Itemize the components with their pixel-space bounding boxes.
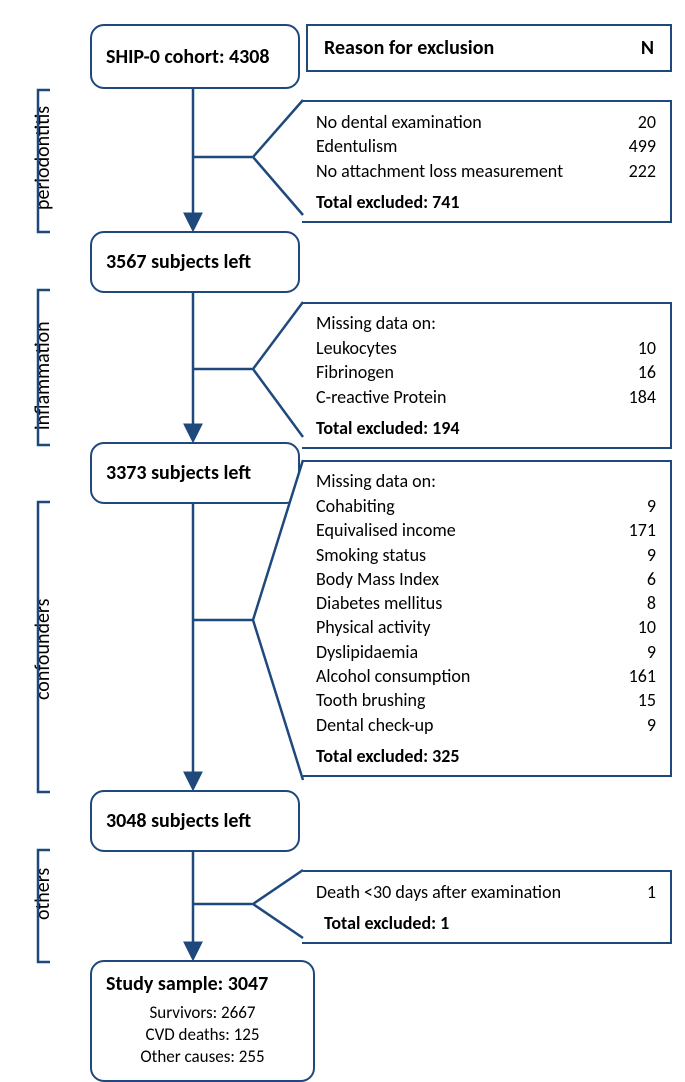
node-label: 3567 subjects left <box>106 250 251 274</box>
exclusion-row: Edentulism499 <box>316 134 656 158</box>
exclusion-header: Reason for exclusion N <box>306 24 672 72</box>
final-sub: Other causes: 255 <box>106 1046 299 1068</box>
callout-pre: Missing data on: <box>316 470 656 492</box>
exclusion-total: Total excluded: 194 <box>316 417 656 439</box>
exclusion-row: Death <30 days after examination1 <box>316 880 656 904</box>
node-step2: 3373 subjects left <box>90 442 300 504</box>
exclusion-row: Leukocytes10 <box>316 336 656 360</box>
exclusion-total: Total excluded: 325 <box>316 745 656 767</box>
exclusion-row: Dyslipidaemia9 <box>316 640 656 664</box>
node-label: 3373 subjects left <box>106 461 251 485</box>
exclusion-row: Smoking status9 <box>316 543 656 567</box>
group-label: others <box>31 868 55 920</box>
exclusion-row: Equivalised income171 <box>316 518 656 542</box>
group-label: periodontitis <box>31 106 55 210</box>
callout-periodontitis: No dental examination20 Edentulism499 No… <box>302 100 672 223</box>
exclusion-row: Alcohol consumption161 <box>316 664 656 688</box>
final-sub: CVD deaths: 125 <box>106 1024 299 1046</box>
node-label: Study sample: 3047 <box>106 972 299 996</box>
exclusion-row: Fibrinogen16 <box>316 360 656 384</box>
exclusion-row: Tooth brushing15 <box>316 688 656 712</box>
exclusion-row: Dental check-up9 <box>316 713 656 737</box>
node-step1: 3567 subjects left <box>90 231 300 293</box>
exclusion-row: Diabetes mellitus8 <box>316 591 656 615</box>
node-label: 3048 subjects left <box>106 809 251 833</box>
exclusion-total: Total excluded: 741 <box>316 191 656 213</box>
exclusion-row: Cohabiting9 <box>316 494 656 518</box>
node-cohort: SHIP-0 cohort: 4308 <box>90 24 300 89</box>
header-col: N <box>641 36 654 60</box>
node-label: SHIP-0 cohort: 4308 <box>106 45 270 69</box>
exclusion-row: No attachment loss measurement222 <box>316 159 656 183</box>
node-step3: 3048 subjects left <box>90 790 300 852</box>
node-final: Study sample: 3047 Survivors: 2667 CVD d… <box>90 960 315 1082</box>
callout-inflammation: Missing data on: Leukocytes10 Fibrinogen… <box>302 302 672 449</box>
exclusion-row: No dental examination20 <box>316 110 656 134</box>
callout-pre: Missing data on: <box>316 312 656 334</box>
exclusion-row: C-reactive Protein184 <box>316 385 656 409</box>
header-title: Reason for exclusion <box>324 36 494 60</box>
group-label: inflammation <box>31 321 55 430</box>
callout-confounders: Missing data on: Cohabiting9 Equivalised… <box>302 460 672 777</box>
exclusion-total: Total excluded: 1 <box>324 912 656 934</box>
final-sub: Survivors: 2667 <box>106 1002 299 1024</box>
group-label: confounders <box>31 599 55 700</box>
exclusion-row: Body Mass Index6 <box>316 567 656 591</box>
callout-others: Death <30 days after examination1 Total … <box>302 870 672 944</box>
exclusion-row: Physical activity10 <box>316 615 656 639</box>
